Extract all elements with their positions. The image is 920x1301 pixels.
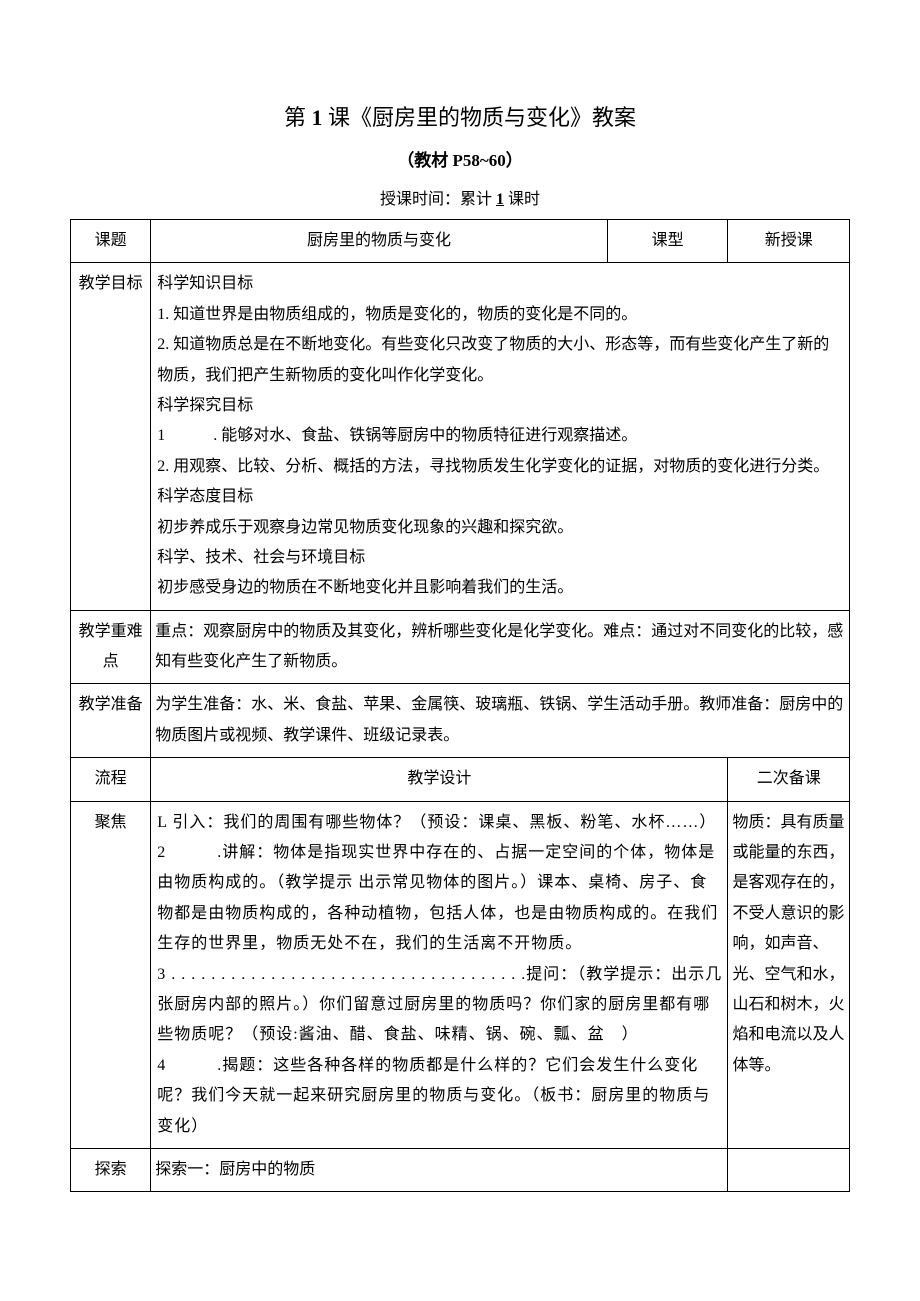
- class-time-line: 授课时间：累计 1 课时: [70, 185, 850, 209]
- cell-focus-notes: 物质：具有质量或能量的东西，是客观存在的，不受人意识的影响，如声音、光、空气和水…: [728, 801, 850, 1148]
- label-prep: 教学准备: [71, 684, 151, 758]
- label-goals: 教学目标: [71, 263, 151, 610]
- cell-goals-body: 科学知识目标 1. 知道世界是由物质组成的，物质是变化的，物质的变化是不同的。 …: [151, 263, 850, 610]
- title-prefix: 第: [284, 105, 312, 130]
- row-prep: 教学准备 为学生准备：水、米、食盐、苹果、金属筷、玻璃瓶、铁锅、学生活动手册。教…: [71, 684, 850, 758]
- focus-design-text: L 引入：我们的周围有哪些物体？（预设：课桌、黑板、粉笔、水杯……） 2 .讲解…: [155, 808, 723, 1142]
- label-flow: 流程: [71, 758, 151, 801]
- row-goals: 教学目标 科学知识目标 1. 知道世界是由物质组成的，物质是变化的，物质的变化是…: [71, 263, 850, 610]
- document-page: 第 1 课《厨房里的物质与变化》教案 （教材 P58~60） 授课时间：累计 1…: [0, 0, 920, 1252]
- cell-keypoints-body: 重点：观察厨房中的物质及其变化，辨析哪些变化是化学变化。难点：通过对不同变化的比…: [151, 610, 850, 684]
- cell-class-type-label: 课型: [607, 220, 728, 263]
- cell-class-type-value: 新授课: [728, 220, 850, 263]
- cell-design-header: 教学设计: [151, 758, 728, 801]
- label-focus: 聚焦: [71, 801, 151, 1148]
- cell-focus-design: L 引入：我们的周围有哪些物体？（预设：课桌、黑板、粉笔、水杯……） 2 .讲解…: [151, 801, 728, 1148]
- title-lesson-number: 1: [312, 105, 323, 130]
- row-flow-header: 流程 教学设计 二次备课: [71, 758, 850, 801]
- label-explore: 探索: [71, 1148, 151, 1191]
- label-topic: 课题: [71, 220, 151, 263]
- row-topic: 课题 厨房里的物质与变化 课型 新授课: [71, 220, 850, 263]
- cell-prep-body: 为学生准备：水、米、食盐、苹果、金属筷、玻璃瓶、铁锅、学生活动手册。教师准备：厨…: [151, 684, 850, 758]
- cell-explore-notes: [728, 1148, 850, 1191]
- cell-notes-header: 二次备课: [728, 758, 850, 801]
- cell-explore-design: 探索一：厨房中的物质: [151, 1148, 728, 1191]
- label-keypoints: 教学重难点: [71, 610, 151, 684]
- lesson-plan-table: 课题 厨房里的物质与变化 课型 新授课 教学目标 科学知识目标 1. 知道世界是…: [70, 219, 850, 1192]
- goals-text: 科学知识目标 1. 知道世界是由物质组成的，物质是变化的，物质的变化是不同的。 …: [155, 269, 845, 603]
- row-keypoints: 教学重难点 重点：观察厨房中的物质及其变化，辨析哪些变化是化学变化。难点：通过对…: [71, 610, 850, 684]
- cell-lesson-title: 厨房里的物质与变化: [151, 220, 608, 263]
- page-title: 第 1 课《厨房里的物质与变化》教案: [70, 100, 850, 132]
- page-subtitle: （教材 P58~60）: [70, 146, 850, 171]
- time-suffix: 课时: [504, 191, 540, 208]
- row-focus: 聚焦 L 引入：我们的周围有哪些物体？（预设：课桌、黑板、粉笔、水杯……） 2 …: [71, 801, 850, 1148]
- time-prefix: 授课时间：累计: [380, 191, 496, 208]
- time-value: 1: [496, 191, 504, 208]
- row-explore: 探索 探索一：厨房中的物质: [71, 1148, 850, 1191]
- subtitle-text: （教材 P58~60）: [397, 151, 522, 170]
- title-suffix: 课《厨房里的物质与变化》教案: [323, 105, 637, 130]
